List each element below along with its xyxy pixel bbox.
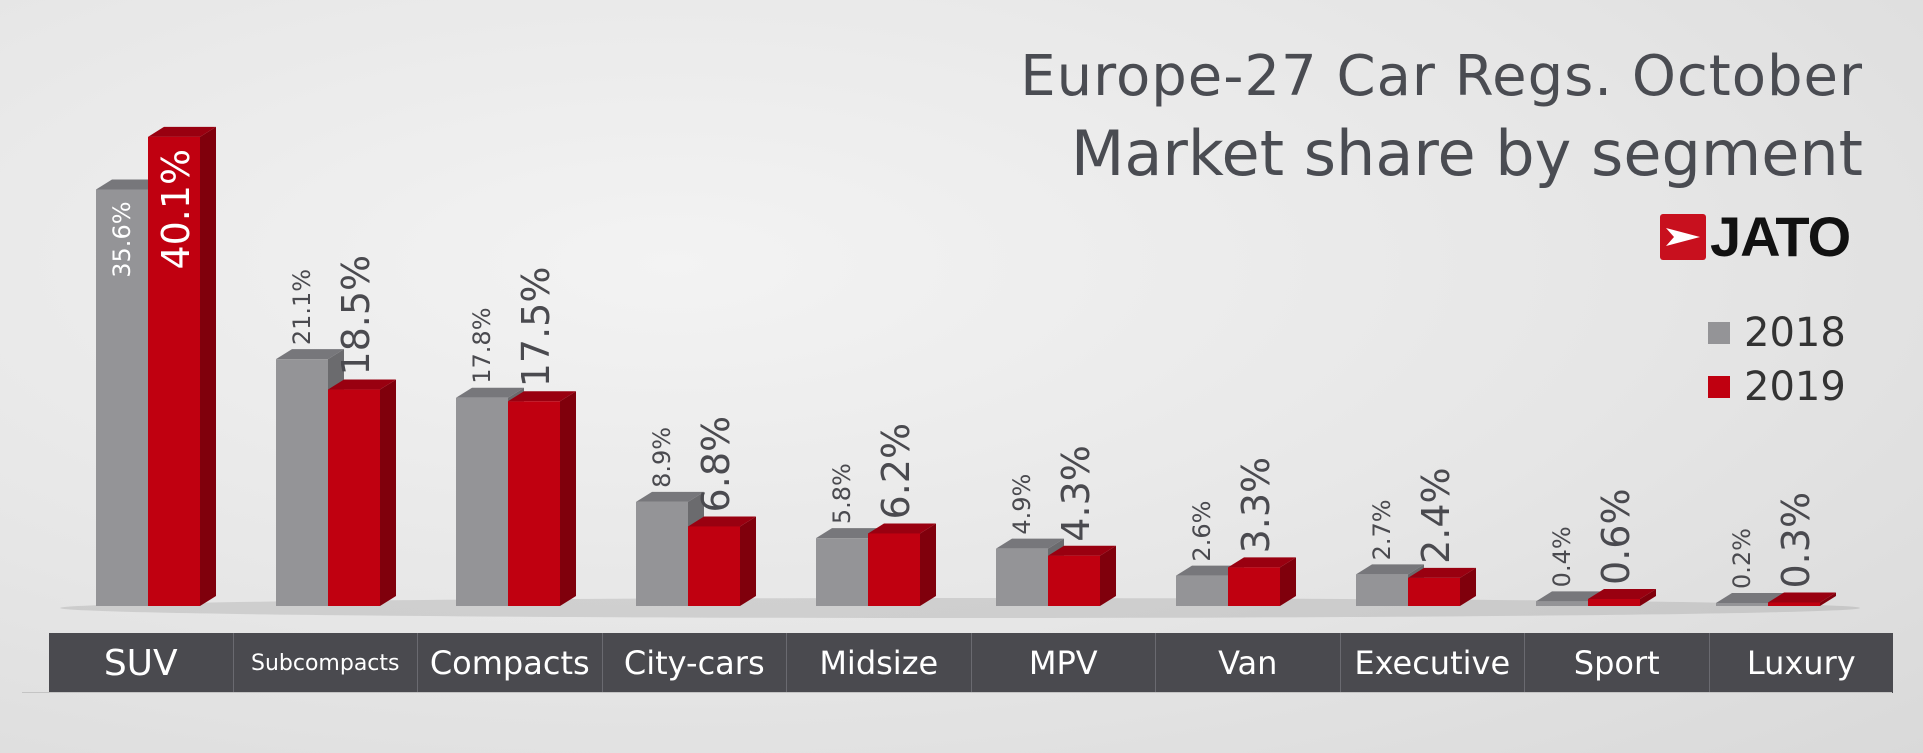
bar-side — [200, 126, 216, 606]
data-label: 8.9% — [648, 427, 676, 488]
data-label: 0.3% — [1774, 492, 1818, 589]
data-label: 5.8% — [828, 463, 856, 524]
bar-2019 — [328, 389, 380, 606]
bar-top — [996, 538, 1064, 549]
bar-side — [1820, 592, 1836, 606]
data-label: 4.3% — [1054, 445, 1098, 542]
bar-2018 — [1176, 575, 1228, 606]
bar-2019 — [1768, 602, 1820, 606]
bar-side — [1280, 557, 1296, 606]
data-label: 6.8% — [694, 416, 738, 513]
category-label: SUV — [103, 642, 178, 684]
bar-side — [1640, 588, 1656, 606]
data-label: 21.1% — [288, 269, 316, 345]
bar-2018 — [96, 189, 148, 607]
bar-top — [688, 516, 756, 527]
bar-2018 — [816, 538, 868, 606]
bar-side — [740, 516, 756, 606]
bar-2019 — [1228, 567, 1280, 606]
bar-top — [636, 491, 704, 502]
jato-logo-text: JATO — [1710, 205, 1851, 268]
legend-swatch-2018 — [1708, 322, 1730, 344]
bar-top — [1408, 567, 1476, 578]
legend-label-2018: 2018 — [1744, 310, 1846, 356]
jato-logo: JATO — [1660, 205, 1870, 268]
bar-top — [276, 349, 344, 360]
legend-item-2018: 2018 — [1708, 306, 1846, 360]
bar-2018 — [456, 397, 508, 606]
data-label: 0.6% — [1594, 488, 1638, 585]
bar-2018 — [1356, 574, 1408, 606]
bar-2019 — [1408, 577, 1460, 606]
data-label: 0.2% — [1728, 528, 1756, 589]
bar-2019 — [1048, 555, 1100, 606]
category-label: Luxury — [1708, 633, 1894, 693]
jato-logo-mark-icon — [1660, 214, 1706, 260]
bar-top — [1356, 564, 1424, 575]
data-label: 3.3% — [1234, 457, 1278, 554]
bar-2018 — [276, 359, 328, 606]
bar-top — [148, 126, 216, 137]
bar-top — [508, 391, 576, 402]
data-label: 40.1% — [154, 149, 198, 270]
bar-top — [1588, 588, 1656, 599]
bar-side — [380, 379, 396, 606]
bar-side — [1460, 567, 1476, 606]
bar-2019 — [148, 136, 200, 606]
bar-top — [1176, 565, 1244, 576]
bar-2018 — [636, 501, 688, 606]
bar-side — [560, 391, 576, 606]
data-label: 2.4% — [1414, 467, 1458, 564]
category-label: MPV — [970, 633, 1156, 693]
bar-2019 — [508, 401, 560, 606]
legend-item-2019: 2019 — [1708, 360, 1846, 414]
legend-swatch-2019 — [1708, 376, 1730, 398]
bar-top — [1768, 592, 1836, 603]
bar-2018 — [996, 548, 1048, 606]
bar-top — [1536, 591, 1604, 602]
bar-top — [456, 387, 524, 398]
data-label: 2.6% — [1188, 501, 1216, 562]
bar-top — [816, 528, 884, 539]
bar-2019 — [688, 526, 740, 606]
baseline-divider — [22, 692, 1892, 693]
data-label: 17.8% — [468, 307, 496, 383]
bar-2019 — [1588, 598, 1640, 606]
category-label: City-cars — [601, 633, 787, 693]
category-label: Midsize — [786, 633, 971, 693]
bar-top — [1716, 593, 1784, 603]
bar-top — [868, 523, 936, 534]
data-label: 6.2% — [874, 423, 918, 520]
chart-title: Europe-27 Car Regs. October — [1020, 44, 1863, 109]
bar-side — [920, 523, 936, 606]
legend-label-2019: 2019 — [1744, 364, 1846, 410]
legend: 2018 2019 — [1708, 306, 1846, 414]
category-label: Van — [1155, 633, 1340, 693]
bar-top — [328, 379, 396, 390]
bar-2018 — [1536, 601, 1588, 606]
bar-2019 — [868, 533, 920, 606]
category-axis: SUV Subcompacts Compacts City-cars Midsi… — [49, 633, 1893, 693]
bar-2018 — [1716, 603, 1768, 606]
category-label: Sport — [1524, 633, 1709, 693]
bar-top — [1228, 557, 1296, 568]
title-block: Europe-27 Car Regs. October Market share… — [1020, 40, 1863, 194]
bar-side — [1100, 545, 1116, 606]
category-label: Subcompacts — [232, 633, 418, 693]
chart-subtitle: Market share by segment — [1070, 117, 1863, 190]
data-label: 18.5% — [334, 255, 378, 376]
data-label: 0.4% — [1548, 526, 1576, 587]
data-label: 2.7% — [1368, 499, 1396, 560]
data-label: 4.9% — [1008, 474, 1036, 535]
bar-top — [1048, 545, 1116, 556]
category-label: Executive — [1339, 633, 1525, 693]
category-label: Compacts — [417, 633, 602, 693]
bar-top — [96, 179, 164, 190]
data-label: 35.6% — [108, 201, 136, 277]
data-label: 17.5% — [514, 267, 558, 388]
